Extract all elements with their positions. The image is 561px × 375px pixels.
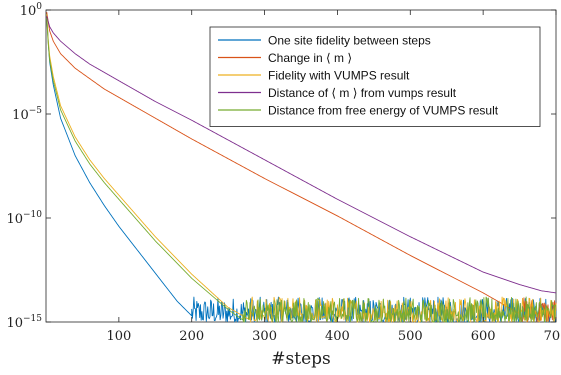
y-tick-label: 10−5 — [12, 106, 42, 123]
legend-entry: Distance of ⟨ m ⟩ from vumps result — [268, 86, 457, 100]
legend-box — [209, 26, 541, 127]
x-tick-label: 300 — [252, 329, 277, 344]
y-axis-ticks: 10−15 10−10 10−5 100 — [6, 2, 556, 331]
x-tick-label: 200 — [179, 329, 204, 344]
x-tick-label: 400 — [325, 329, 350, 344]
x-axis-label: #steps — [271, 349, 330, 369]
series-layer — [46, 12, 557, 323]
plot-area-frame — [45, 9, 557, 323]
x-axis-ticks: 100 200 300 400 500 600 700 — [106, 10, 561, 344]
legend-entry: One site fidelity between steps — [268, 33, 431, 47]
axes-frame — [45, 9, 557, 323]
legend-entry: Change in ⟨ m ⟩ — [268, 51, 352, 65]
y-tick-label: 10−10 — [6, 210, 42, 227]
series-line-2 — [46, 12, 557, 323]
x-tick-label: 500 — [398, 329, 423, 344]
series-line-4 — [46, 16, 557, 294]
y-tick-label: 10−15 — [6, 314, 42, 331]
legend: One site fidelity between steps Change in… — [209, 26, 541, 127]
series-line-5 — [46, 18, 557, 323]
y-tick-label: 100 — [20, 2, 43, 19]
x-tick-label: 600 — [471, 329, 496, 344]
x-tick-label: 700 — [544, 329, 561, 344]
x-tick-label: 100 — [106, 329, 131, 344]
legend-entry: Distance from free energy of VUMPS resul… — [268, 103, 499, 117]
legend-entry: Fidelity with VUMPS result — [268, 68, 410, 82]
